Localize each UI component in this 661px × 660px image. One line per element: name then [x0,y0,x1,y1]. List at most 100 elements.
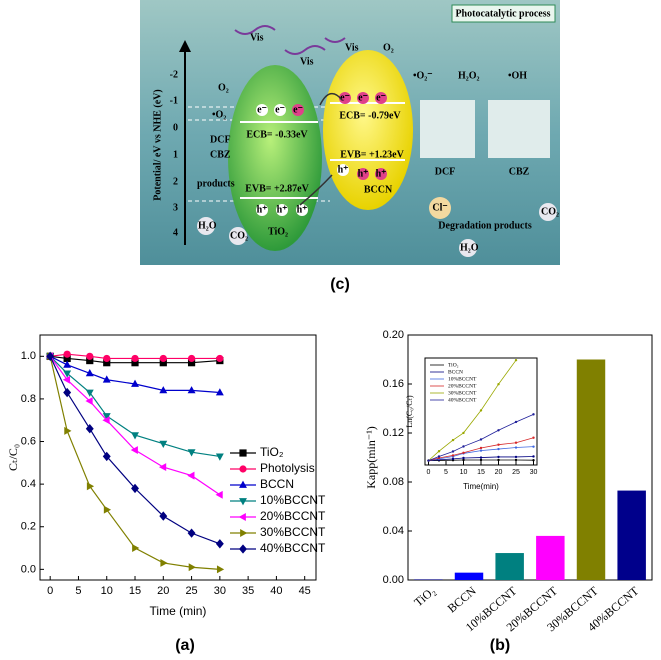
y-tick-label: 0.00 [383,574,404,586]
panel-label: (b) [490,637,510,654]
data-point [187,471,195,480]
legend-label: 40%BCCNT [260,541,326,555]
x-tick-label: 0 [47,585,53,597]
legend-label: BCCN [260,477,294,491]
electron-label: e⁻ [293,104,303,115]
legend-label: 20%BCCNT [260,509,326,523]
legend-label: 30%BCCNT [260,525,326,539]
series-line [428,446,534,462]
data-point [187,528,196,538]
legend-marker [238,513,246,521]
chloride [429,197,451,219]
data-point [215,539,224,549]
light-wave [324,37,346,43]
y-tick-label: 0.6 [21,435,36,447]
bubble [459,239,477,257]
bar [617,490,646,580]
right-o2: O₂ [383,42,394,53]
x-tick-label: 0 [427,469,431,476]
y-tick-label: 1.0 [21,350,36,362]
x-tick-label: 15 [477,469,485,476]
series-line [428,437,534,462]
data-point [63,387,72,398]
data-point [532,436,535,439]
y-tick-label: 0.8 [21,393,36,405]
data-point [451,450,455,453]
left-o2: O₂ [218,82,229,93]
data-point [85,389,94,397]
data-point [514,458,518,462]
transfer-arrow [299,174,333,206]
data-point [103,505,112,514]
light-label: Vis [250,32,264,43]
data-point [462,431,465,435]
bar [414,579,443,580]
legend-label: 40%BCCNT [448,397,477,403]
data-point [532,445,535,448]
data-point [497,443,500,446]
data-point [130,446,138,455]
x-tick-label: 20 [495,469,503,476]
axis-tick: 3 [173,202,178,213]
hole-label: h⁺ [338,164,349,175]
data-point [479,438,483,441]
data-point [131,354,139,363]
title-box [451,4,556,23]
series-line [49,355,220,394]
data-point [187,386,196,394]
data-point [437,455,441,458]
data-point [159,359,167,367]
data-point [159,440,168,448]
data-point [216,354,224,363]
data-point [532,413,535,416]
electron-label: e⁻ [340,92,350,103]
y-tick-label: 0.2 [21,521,36,533]
data-point [451,454,455,457]
data-point [514,358,518,362]
data-point [187,359,196,367]
data-point [85,369,94,377]
data-point [102,416,110,425]
data-point [532,458,535,462]
bccn-cb: ECB= -0.79eV [339,110,401,121]
data-point [215,388,224,396]
legend-marker [239,498,247,506]
electron [339,92,351,104]
bar [495,553,524,580]
data-point [462,458,465,462]
series-line [428,459,534,462]
axis-tick: 1 [173,149,178,160]
data-point [85,397,93,406]
legend-marker [239,449,247,457]
legend-label: 10%BCCNT [448,376,477,382]
bar [454,572,484,580]
panel-label: (a) [175,637,195,654]
hole-label: h⁺ [257,204,268,215]
data-point [102,451,111,462]
axis-label: Potential/ eV vs NHE (eV) [152,89,163,200]
data-point [86,356,94,365]
bubble [229,227,247,245]
tio2-cb: ECB= -0.33eV [246,129,308,140]
data-point [451,457,455,461]
x-tick-label: 5 [444,469,448,476]
bccn-vb: EVB= +1.23eV [340,149,404,160]
light-label: Vis [300,56,314,67]
data-point [514,446,518,449]
hole [296,204,308,216]
dcf-structure [420,100,475,158]
left-dcf: DCF [210,134,231,145]
legend-marker [239,465,247,473]
data-point [187,354,196,363]
hole-label: h⁺ [358,168,369,179]
legend-label: TiO₂ [448,362,459,368]
data-point [131,483,139,494]
data-point [103,354,111,363]
y-tick-label: 0.20 [383,329,404,341]
data-point [63,350,71,358]
hole [357,168,369,180]
data-point [131,379,139,387]
x-tick-label: 35 [242,585,254,597]
axis-tick: 0 [173,122,178,133]
